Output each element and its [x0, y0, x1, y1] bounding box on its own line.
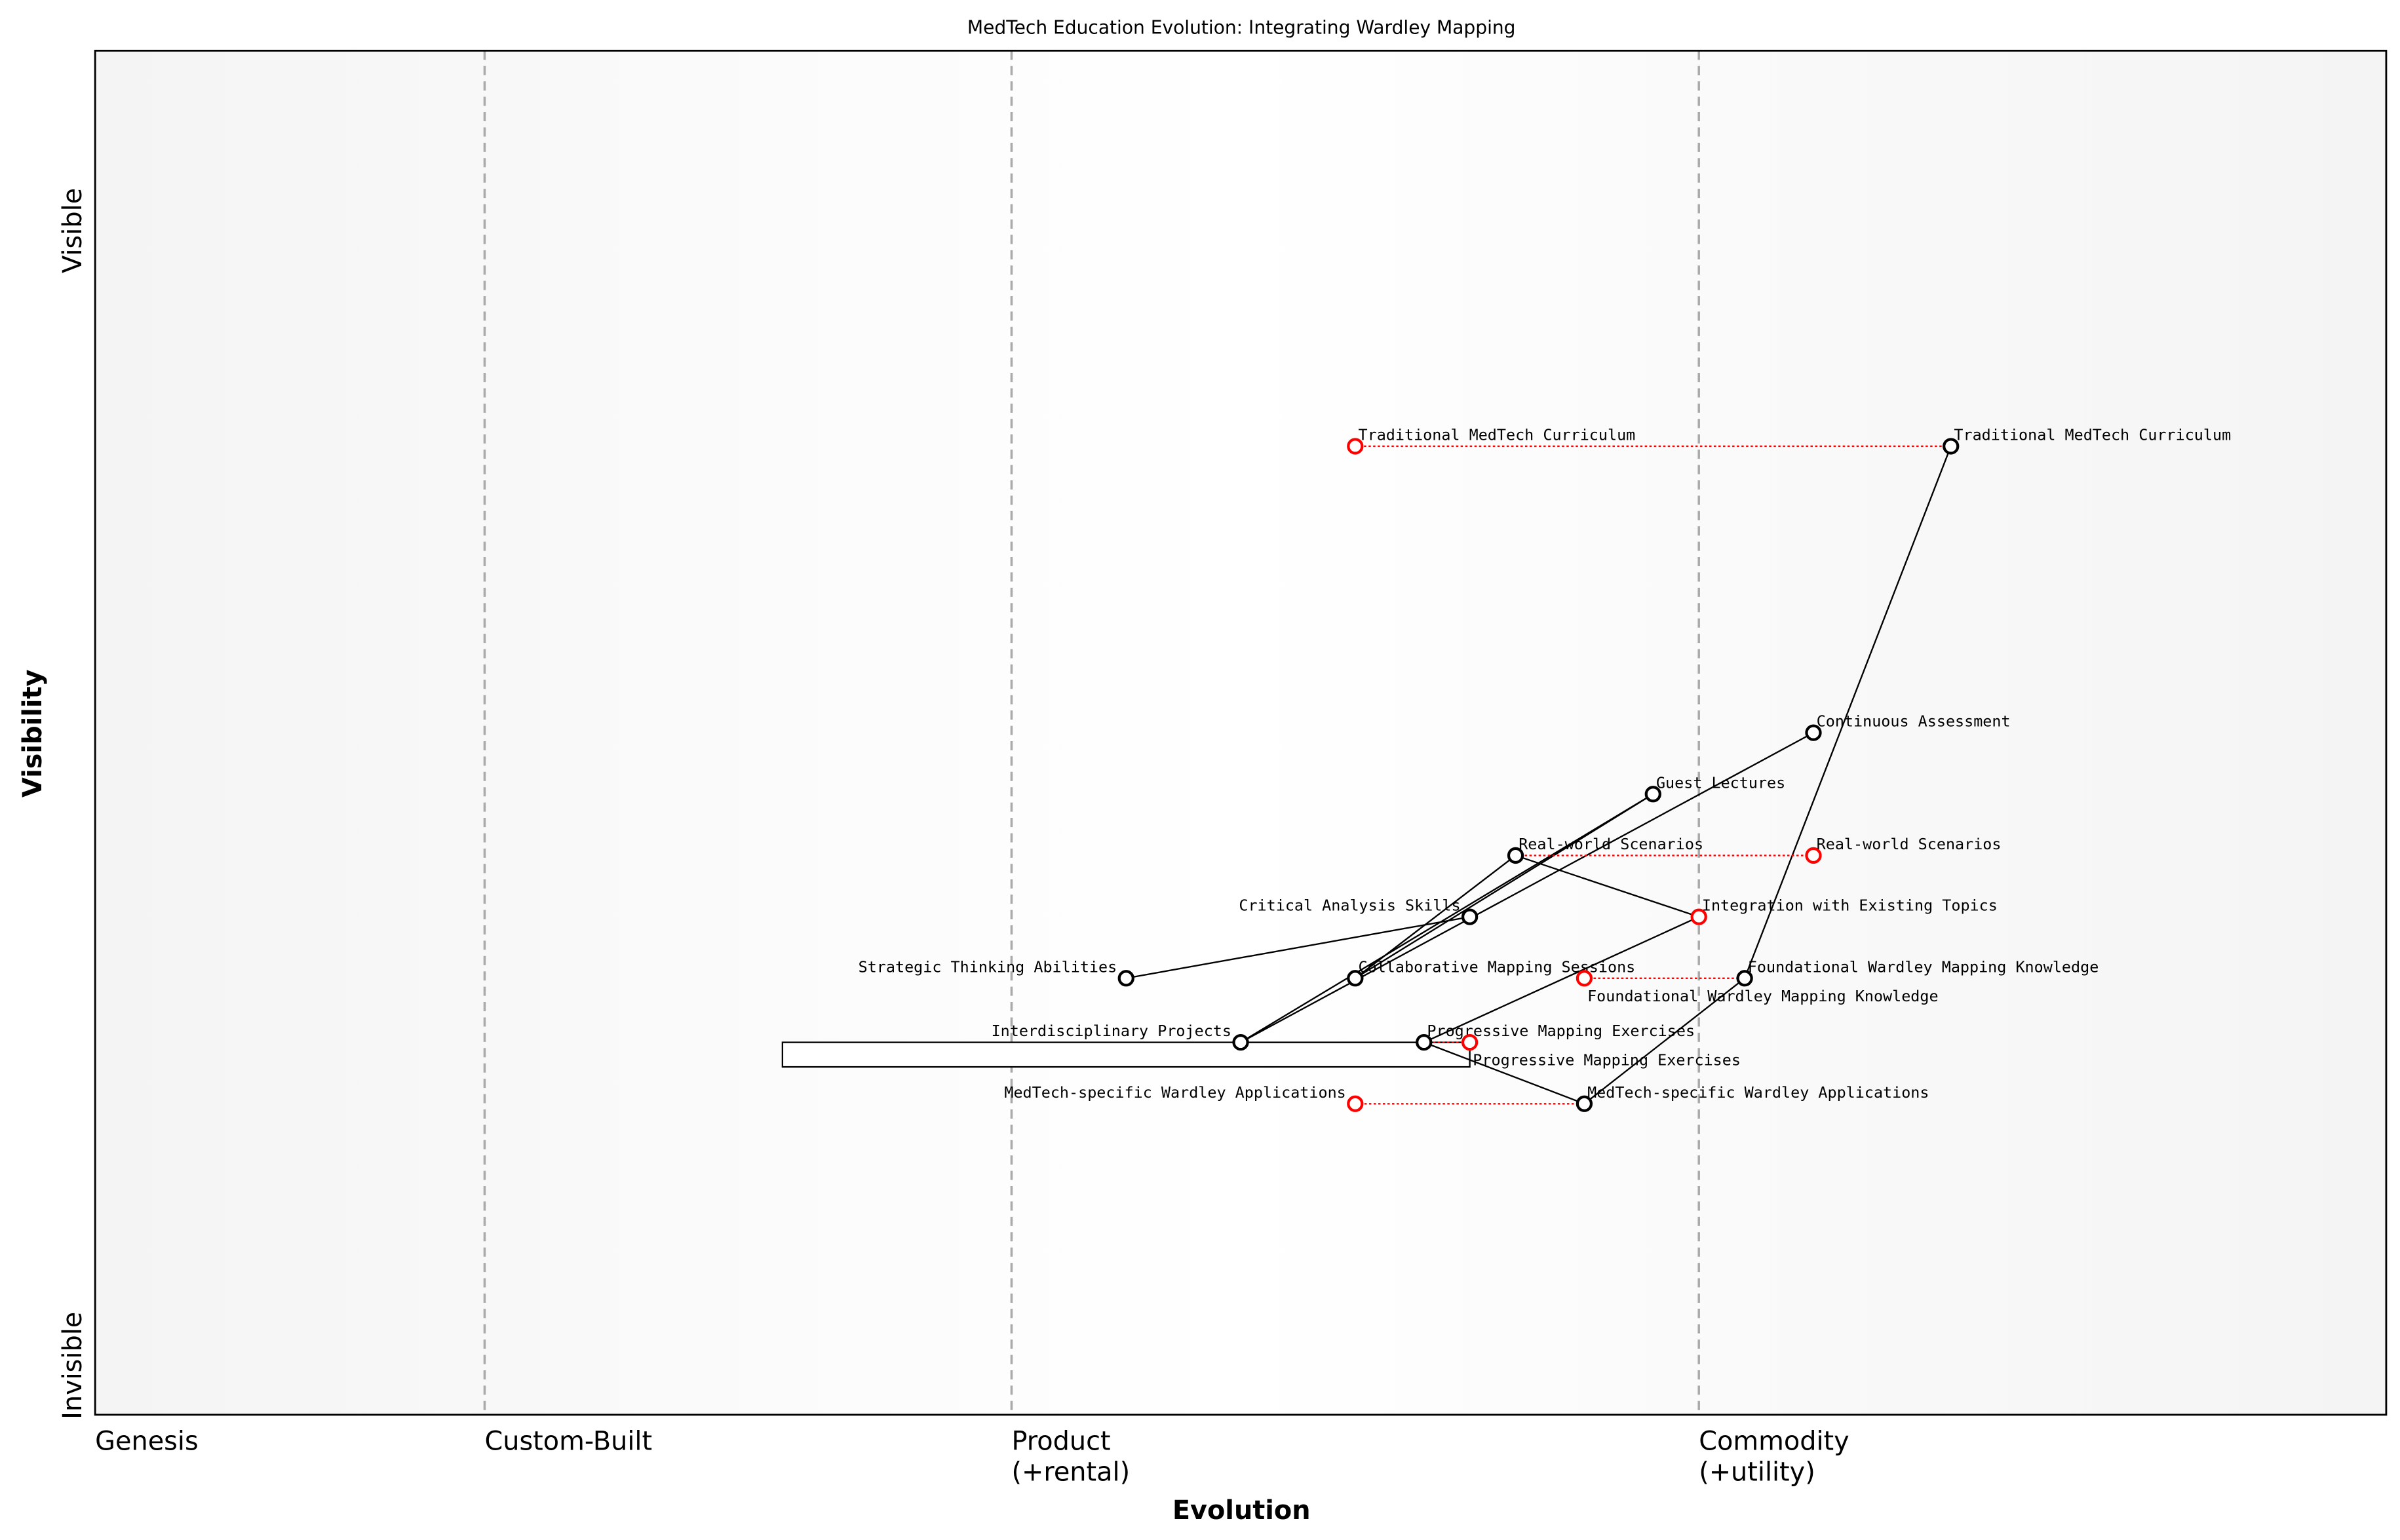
component-node	[1690, 908, 1707, 925]
dependency-link	[1355, 855, 1517, 979]
component-label: Foundational Wardley Mapping Knowledge	[1587, 987, 1939, 1005]
plot-frame	[94, 49, 2388, 1416]
component-node	[1644, 786, 1661, 803]
component-label: Progressive Mapping Exercises	[1473, 1051, 1741, 1069]
component-label: Collaborative Mapping Sessions	[1359, 957, 1636, 976]
node-group: Traditional MedTech Curriculum Continuous…	[859, 426, 2231, 1112]
component-node	[1117, 970, 1134, 987]
stage-sublabel: (+utility)	[1699, 1457, 1815, 1488]
component-label: Foundational Wardley Mapping Knowledge	[1748, 957, 2099, 976]
component-label: Guest Lectures	[1656, 773, 1785, 792]
stage-sublabel: (+rental)	[1011, 1457, 1130, 1488]
stage-label: Product	[1011, 1427, 1110, 1457]
dependency-link	[1240, 732, 1814, 1043]
dependency-link	[1423, 916, 1699, 1043]
component-label: Continuous Assessment	[1817, 712, 2011, 731]
component-label: Interdisciplinary Projects	[992, 1022, 1231, 1040]
component-node	[1943, 438, 1960, 455]
dependency-link	[1583, 977, 1745, 1105]
dependency-link	[1744, 446, 1952, 979]
component-label: Traditional MedTech Curriculum	[1359, 426, 1636, 444]
component-node	[1347, 970, 1364, 987]
y-tick-invisible: Invisible	[58, 1312, 88, 1419]
stage-label: Custom-Built	[484, 1427, 652, 1457]
component-node	[1461, 1033, 1479, 1051]
component-label: Strategic Thinking Abilities	[859, 957, 1117, 976]
component-node	[1805, 847, 1822, 864]
component-label: Traditional MedTech Curriculum	[1954, 426, 2231, 444]
link-group	[1126, 445, 1952, 1105]
component-label: Real-world Scenarios	[1519, 835, 1703, 853]
stage-label: Commodity	[1699, 1427, 1849, 1457]
pipeline-box	[781, 1041, 1471, 1068]
component-label: MedTech-specific Wardley Applications	[1004, 1083, 1345, 1102]
component-node	[1805, 724, 1822, 741]
dependency-link	[1240, 793, 1654, 1043]
component-node	[1576, 1095, 1593, 1112]
component-node	[1347, 438, 1364, 455]
component-node	[1736, 970, 1753, 987]
y-axis-label: Visibility	[18, 669, 48, 798]
dependency-link	[1423, 1041, 1585, 1105]
component-node	[1232, 1033, 1249, 1051]
dependency-link	[1515, 855, 1699, 918]
pipeline-group	[781, 1041, 1471, 1068]
component-label: MedTech-specific Wardley Applications	[1587, 1083, 1929, 1102]
component-node	[1461, 908, 1479, 925]
component-node	[1576, 970, 1593, 987]
component-label: Integration with Existing Topics	[1702, 896, 1998, 915]
stage-label: Genesis	[95, 1427, 199, 1457]
component-node	[1416, 1033, 1433, 1051]
stage-group: Genesis Custom-Built Product(+rental) Commo…	[95, 50, 1849, 1488]
component-label: Real-world Scenarios	[1817, 835, 2002, 853]
chart-title: MedTech Education Evolution: Integrating…	[967, 17, 1516, 39]
component-node	[1347, 1095, 1364, 1112]
x-axis-label: Evolution	[1172, 1495, 1311, 1526]
dependency-link	[1126, 915, 1470, 979]
y-tick-visible: Visible	[58, 188, 88, 273]
plot-area	[95, 50, 2386, 1415]
component-node	[1507, 847, 1524, 864]
component-label: Critical Analysis Skills	[1239, 896, 1460, 915]
